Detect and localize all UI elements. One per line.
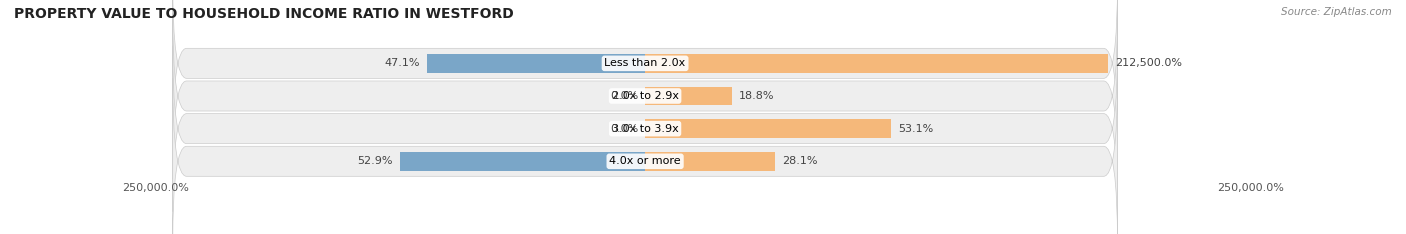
Text: 212,500.0%: 212,500.0%	[1115, 58, 1182, 68]
Text: 53.1%: 53.1%	[898, 124, 934, 134]
Text: 250,000.0%: 250,000.0%	[122, 183, 188, 194]
Text: 0.0%: 0.0%	[610, 91, 638, 101]
Bar	[645, 152, 775, 171]
Text: 47.1%: 47.1%	[384, 58, 420, 68]
FancyBboxPatch shape	[173, 0, 1118, 146]
Bar	[401, 152, 645, 171]
Bar	[427, 54, 645, 73]
Text: 4.0x or more: 4.0x or more	[609, 156, 681, 166]
Text: 18.8%: 18.8%	[740, 91, 775, 101]
Text: 28.1%: 28.1%	[782, 156, 818, 166]
Text: 52.9%: 52.9%	[357, 156, 394, 166]
Bar	[645, 87, 733, 106]
Text: 3.0x to 3.9x: 3.0x to 3.9x	[612, 124, 679, 134]
Text: 0.0%: 0.0%	[610, 124, 638, 134]
FancyBboxPatch shape	[173, 78, 1118, 234]
FancyBboxPatch shape	[173, 46, 1118, 212]
Text: 250,000.0%: 250,000.0%	[1218, 183, 1284, 194]
Bar	[645, 54, 1108, 73]
FancyBboxPatch shape	[173, 13, 1118, 179]
Bar	[645, 119, 891, 138]
Text: Source: ZipAtlas.com: Source: ZipAtlas.com	[1281, 7, 1392, 17]
Text: PROPERTY VALUE TO HOUSEHOLD INCOME RATIO IN WESTFORD: PROPERTY VALUE TO HOUSEHOLD INCOME RATIO…	[14, 7, 513, 21]
Text: 2.0x to 2.9x: 2.0x to 2.9x	[612, 91, 679, 101]
Text: Less than 2.0x: Less than 2.0x	[605, 58, 686, 68]
